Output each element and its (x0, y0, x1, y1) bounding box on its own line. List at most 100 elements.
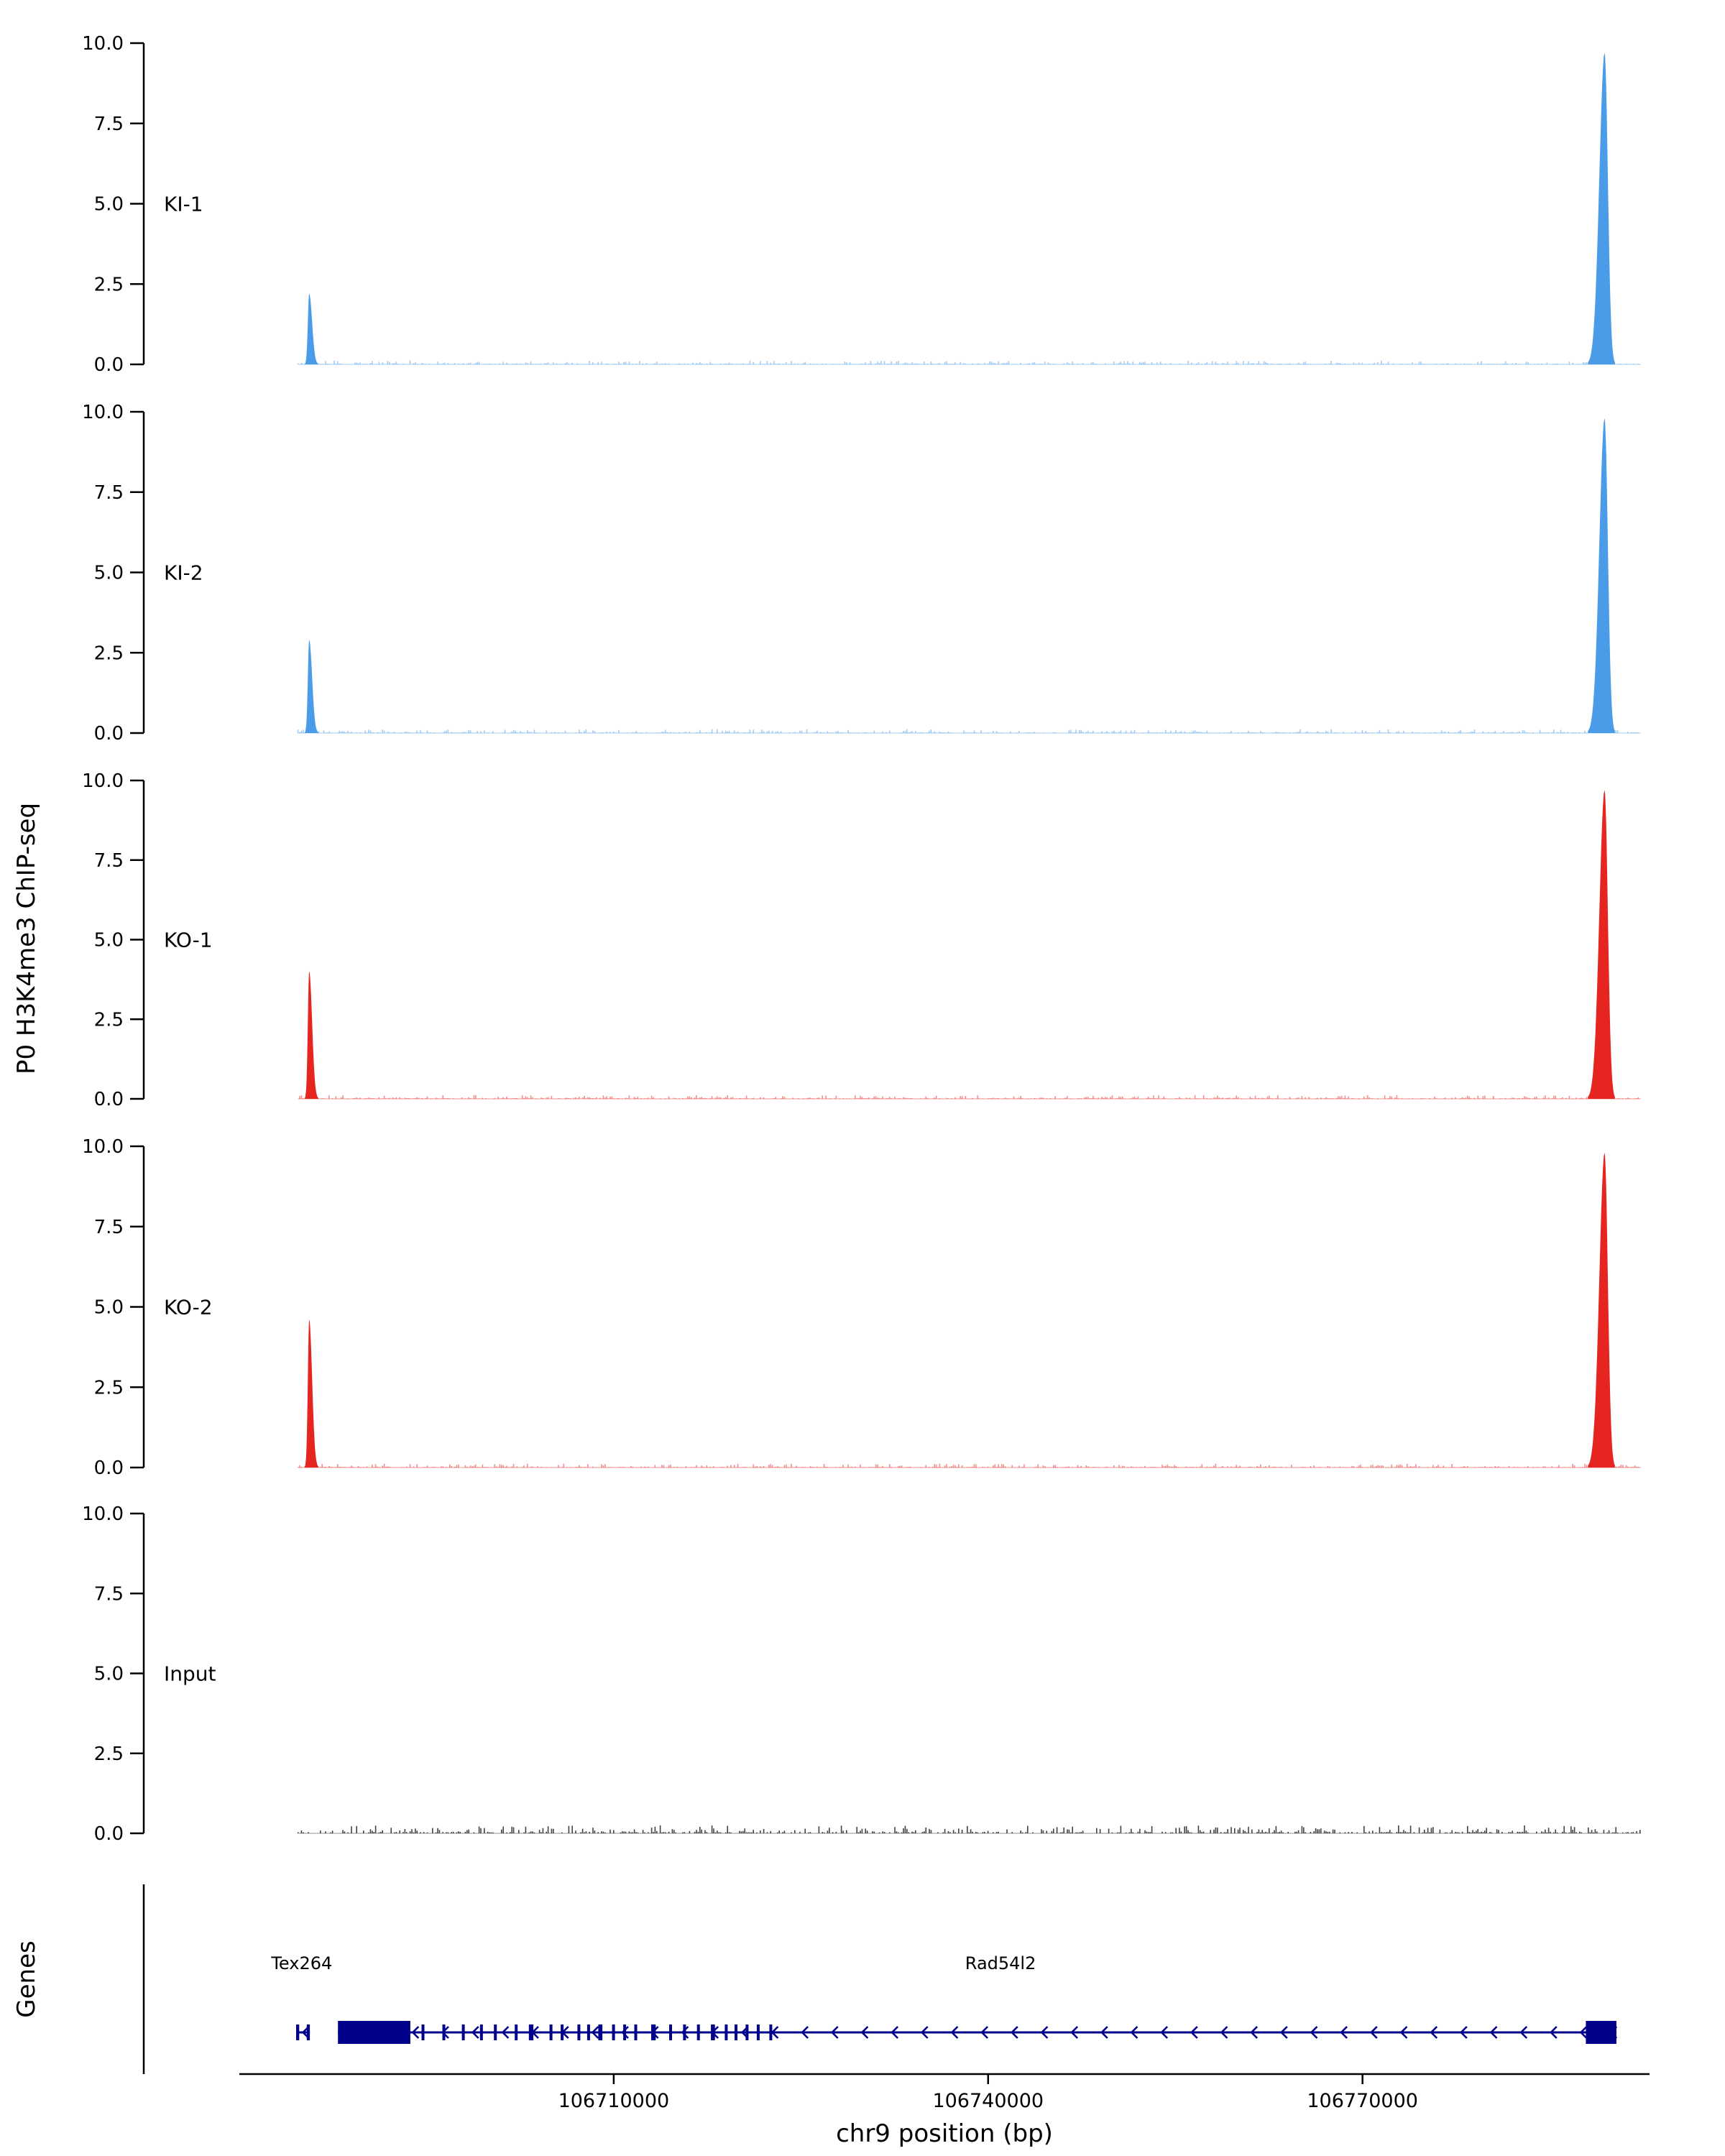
strand-arrow (501, 2026, 510, 2039)
exon (745, 2024, 749, 2040)
y-tick-label: 5.0 (94, 1664, 124, 1685)
strand-arrow (411, 2026, 420, 2039)
y-tick-label: 0.0 (94, 354, 124, 376)
exon (479, 2024, 483, 2040)
y-tick-label: 2.5 (94, 1009, 124, 1031)
strand-arrow (1130, 2026, 1138, 2039)
strand-arrow (1100, 2026, 1108, 2039)
exon (442, 2024, 446, 2040)
strand-arrow (1489, 2026, 1498, 2039)
signal-tracks: 0.0 2.5 5.0 7.5 10.0 KI-1 0.0 2.5 5.0 7.5 10.0 KI-2… (82, 33, 1641, 1845)
strand-arrow (1549, 2026, 1558, 2039)
gene-Rad54l2: Rad54l2 (338, 1953, 1618, 2044)
exon (296, 2024, 300, 2040)
exon (421, 2024, 425, 2040)
strand-arrow (1010, 2026, 1018, 2039)
strand-arrow (1340, 2026, 1348, 2039)
y-tick-label: 10.0 (82, 402, 124, 423)
gene-Tex264: Tex264 (270, 1953, 332, 2040)
noise-signal (297, 729, 1639, 733)
exon (769, 2024, 773, 2040)
exon (623, 2024, 627, 2040)
x-axis: 106710000 106740000 106770000 chr9 position… (239, 2073, 1650, 2148)
track-label: KO-1 (164, 929, 213, 952)
strand-arrow (1190, 2026, 1198, 2039)
noise-signal (299, 1095, 1639, 1099)
exon (461, 2024, 465, 2040)
exon (494, 2024, 497, 2040)
y-tick-label: 10.0 (82, 1136, 124, 1158)
y-tick-label: 2.5 (94, 1743, 124, 1765)
strand-arrow (950, 2026, 959, 2039)
exon (598, 2024, 603, 2040)
gene-label: Rad54l2 (965, 1953, 1036, 1973)
exon (561, 2024, 564, 2040)
track-label: Input (164, 1662, 216, 1686)
exon (306, 2024, 310, 2040)
strand-arrow (1279, 2026, 1288, 2039)
signal-peak (305, 1319, 318, 1468)
y-tick-label: 10.0 (82, 1503, 124, 1525)
signal-peak (305, 293, 318, 364)
strand-arrow (1250, 2026, 1259, 2039)
strand-arrow (980, 2026, 989, 2039)
strand-arrow (801, 2026, 809, 2039)
signal-peak (305, 640, 318, 733)
genes-axis-label: Genes (12, 1940, 41, 2017)
exon (549, 2024, 553, 2040)
strand-arrow (1399, 2026, 1408, 2039)
exon (634, 2024, 638, 2040)
gene-track: Tex264 Rad54l2 (142, 1884, 1618, 2074)
x-axis-title: chr9 position (bp) (836, 2119, 1053, 2148)
exon (651, 2024, 656, 2040)
y-tick-label: 10.0 (82, 770, 124, 792)
noise-signal (297, 1825, 1641, 1833)
signal-peak (1588, 418, 1615, 733)
x-tick-label: 106740000 (932, 2090, 1044, 2112)
gene-label: Tex264 (270, 1953, 332, 1973)
strand-arrow (681, 2026, 689, 2039)
y-tick-label: 0.0 (94, 723, 124, 745)
track-KI-2: 0.0 2.5 5.0 7.5 10.0 KI-2 (82, 402, 1641, 745)
y-tick-label: 2.5 (94, 274, 124, 295)
y-tick-label: 0.0 (94, 1457, 124, 1479)
strand-arrow (830, 2026, 839, 2039)
strand-arrow (920, 2026, 929, 2039)
strand-arrow (860, 2026, 869, 2039)
y-axis-group-label: P0 H3K4me3 ChIP-seq (12, 803, 41, 1074)
y-tick-label: 7.5 (94, 114, 124, 135)
strand-arrow (1430, 2026, 1438, 2039)
y-tick-label: 0.0 (94, 1089, 124, 1110)
track-KO-2: 0.0 2.5 5.0 7.5 10.0 KO-2 (82, 1136, 1641, 1479)
noise-signal (297, 1463, 1639, 1468)
exon (515, 2024, 518, 2040)
exon (586, 2024, 590, 2040)
strand-arrow (1220, 2026, 1228, 2039)
strand-arrow (591, 2026, 599, 2039)
x-tick-label: 106710000 (558, 2090, 670, 2112)
track-Input: 0.0 2.5 5.0 7.5 10.0 Input (82, 1503, 1641, 1845)
signal-peak (305, 971, 318, 1099)
strand-arrow (621, 2026, 629, 2039)
exon (735, 2024, 737, 2040)
signal-peak (1588, 790, 1615, 1099)
y-tick-label: 2.5 (94, 1377, 124, 1399)
strand-arrow (1070, 2026, 1079, 2039)
track-label: KO-2 (164, 1296, 213, 1319)
y-tick-label: 5.0 (94, 1297, 124, 1319)
y-tick-label: 7.5 (94, 850, 124, 872)
strand-arrow (891, 2026, 899, 2039)
track-KO-1: 0.0 2.5 5.0 7.5 10.0 KO-1 (82, 770, 1641, 1110)
exon (577, 2024, 581, 2040)
signal-peak (1588, 52, 1615, 365)
track-label: KI-1 (164, 193, 203, 216)
y-tick-label: 7.5 (94, 1217, 124, 1238)
signal-peak (1588, 1152, 1615, 1468)
strand-arrow (1519, 2026, 1528, 2039)
exon (683, 2024, 686, 2040)
strand-arrow (1310, 2026, 1318, 2039)
y-tick-label: 5.0 (94, 194, 124, 216)
track-KI-1: 0.0 2.5 5.0 7.5 10.0 KI-1 (82, 33, 1641, 376)
exon (696, 2024, 700, 2040)
